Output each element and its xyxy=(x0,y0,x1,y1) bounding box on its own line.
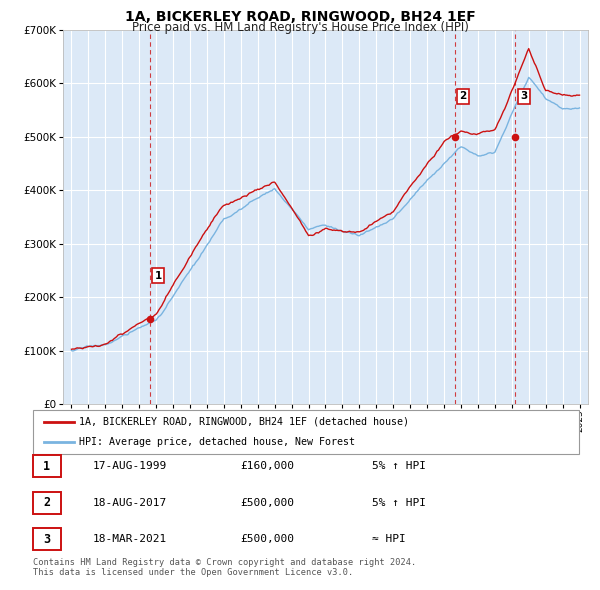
FancyBboxPatch shape xyxy=(33,455,61,477)
Text: 2: 2 xyxy=(43,496,50,509)
Text: 3: 3 xyxy=(43,533,50,546)
Text: Contains HM Land Registry data © Crown copyright and database right 2024.
This d: Contains HM Land Registry data © Crown c… xyxy=(33,558,416,577)
Text: Price paid vs. HM Land Registry's House Price Index (HPI): Price paid vs. HM Land Registry's House … xyxy=(131,21,469,34)
Text: £500,000: £500,000 xyxy=(240,498,294,507)
Text: 17-AUG-1999: 17-AUG-1999 xyxy=(93,461,167,471)
Text: 5% ↑ HPI: 5% ↑ HPI xyxy=(372,498,426,507)
Text: £500,000: £500,000 xyxy=(240,535,294,544)
Text: ≈ HPI: ≈ HPI xyxy=(372,535,406,544)
Text: 18-AUG-2017: 18-AUG-2017 xyxy=(93,498,167,507)
Text: 2: 2 xyxy=(460,91,467,101)
Text: 1: 1 xyxy=(155,271,162,281)
Text: 18-MAR-2021: 18-MAR-2021 xyxy=(93,535,167,544)
Text: HPI: Average price, detached house, New Forest: HPI: Average price, detached house, New … xyxy=(79,437,355,447)
FancyBboxPatch shape xyxy=(33,410,579,454)
FancyBboxPatch shape xyxy=(33,491,61,514)
Text: 5% ↑ HPI: 5% ↑ HPI xyxy=(372,461,426,471)
Text: 3: 3 xyxy=(520,91,527,101)
Text: 1: 1 xyxy=(43,460,50,473)
Text: 1A, BICKERLEY ROAD, RINGWOOD, BH24 1EF: 1A, BICKERLEY ROAD, RINGWOOD, BH24 1EF xyxy=(125,10,475,24)
Text: 1A, BICKERLEY ROAD, RINGWOOD, BH24 1EF (detached house): 1A, BICKERLEY ROAD, RINGWOOD, BH24 1EF (… xyxy=(79,417,409,427)
FancyBboxPatch shape xyxy=(33,528,61,550)
Text: £160,000: £160,000 xyxy=(240,461,294,471)
